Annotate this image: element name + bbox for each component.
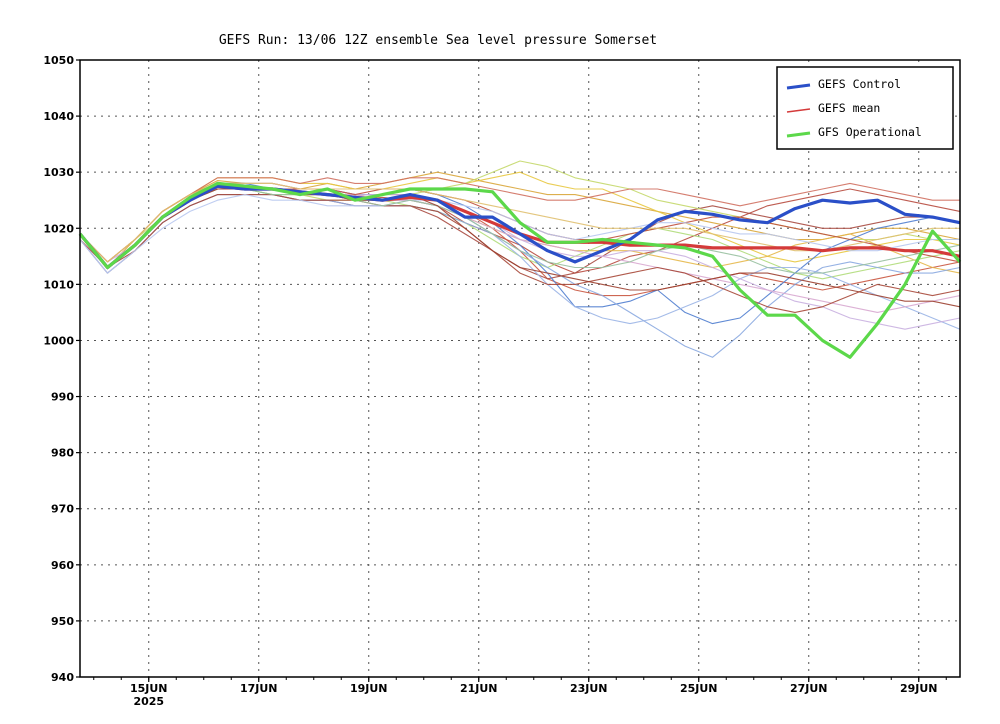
x-tick-label: 29JUN <box>900 682 938 695</box>
x-tick-label: 23JUN <box>570 682 608 695</box>
x-tick-label: 15JUN <box>130 682 168 695</box>
series-line-gfs-operational <box>78 181 962 359</box>
x-tick-year-label: 2025 <box>133 695 164 708</box>
y-tick-label: 940 <box>51 671 74 684</box>
x-tick-label: 27JUN <box>790 682 828 695</box>
y-tick-label: 1040 <box>43 110 74 123</box>
x-tick-label: 25JUN <box>680 682 718 695</box>
legend-swatch <box>786 83 811 90</box>
y-tick-label: 960 <box>51 559 74 572</box>
y-tick-label: 990 <box>51 391 74 404</box>
legend: GEFS Control GEFS mean GFS Operational <box>776 66 954 150</box>
y-tick-label: 1000 <box>43 334 74 347</box>
legend-label: GFS Operational <box>818 125 922 139</box>
ensemble-member-line <box>79 171 961 269</box>
ensemble-member-line <box>79 182 961 280</box>
main-series <box>78 181 962 359</box>
x-tick-label: 21JUN <box>460 682 498 695</box>
legend-swatch <box>786 131 811 138</box>
y-tick-label: 950 <box>51 615 74 628</box>
legend-swatch <box>786 108 811 113</box>
x-tick-label: 19JUN <box>350 682 388 695</box>
legend-box <box>776 66 954 150</box>
ensemble-member-line <box>79 188 961 330</box>
chart-title: GEFS Run: 13/06 12Z ensemble Sea level p… <box>219 33 657 48</box>
y-tick-label: 1050 <box>43 54 74 67</box>
y-tick-label: 980 <box>51 447 74 460</box>
series-line-gefs-control <box>78 184 961 270</box>
y-tick-label: 1010 <box>43 278 74 291</box>
y-tick-label: 1030 <box>43 166 74 179</box>
x-tick-label: 17JUN <box>240 682 278 695</box>
ensemble-member-line <box>79 188 961 308</box>
y-tick-label: 1020 <box>43 222 74 235</box>
legend-label: GEFS mean <box>818 101 880 115</box>
y-axis-ticks: 940 950 960 970 980 990 1000 1010 1020 1030 1040 10… <box>43 54 80 684</box>
y-tick-label: 970 <box>51 503 74 516</box>
ensemble-member-line <box>79 177 960 263</box>
legend-label: GEFS Control <box>818 77 901 91</box>
ensemble-member-line <box>79 194 961 313</box>
grid-lines <box>80 60 960 677</box>
plot-frame <box>79 59 961 678</box>
